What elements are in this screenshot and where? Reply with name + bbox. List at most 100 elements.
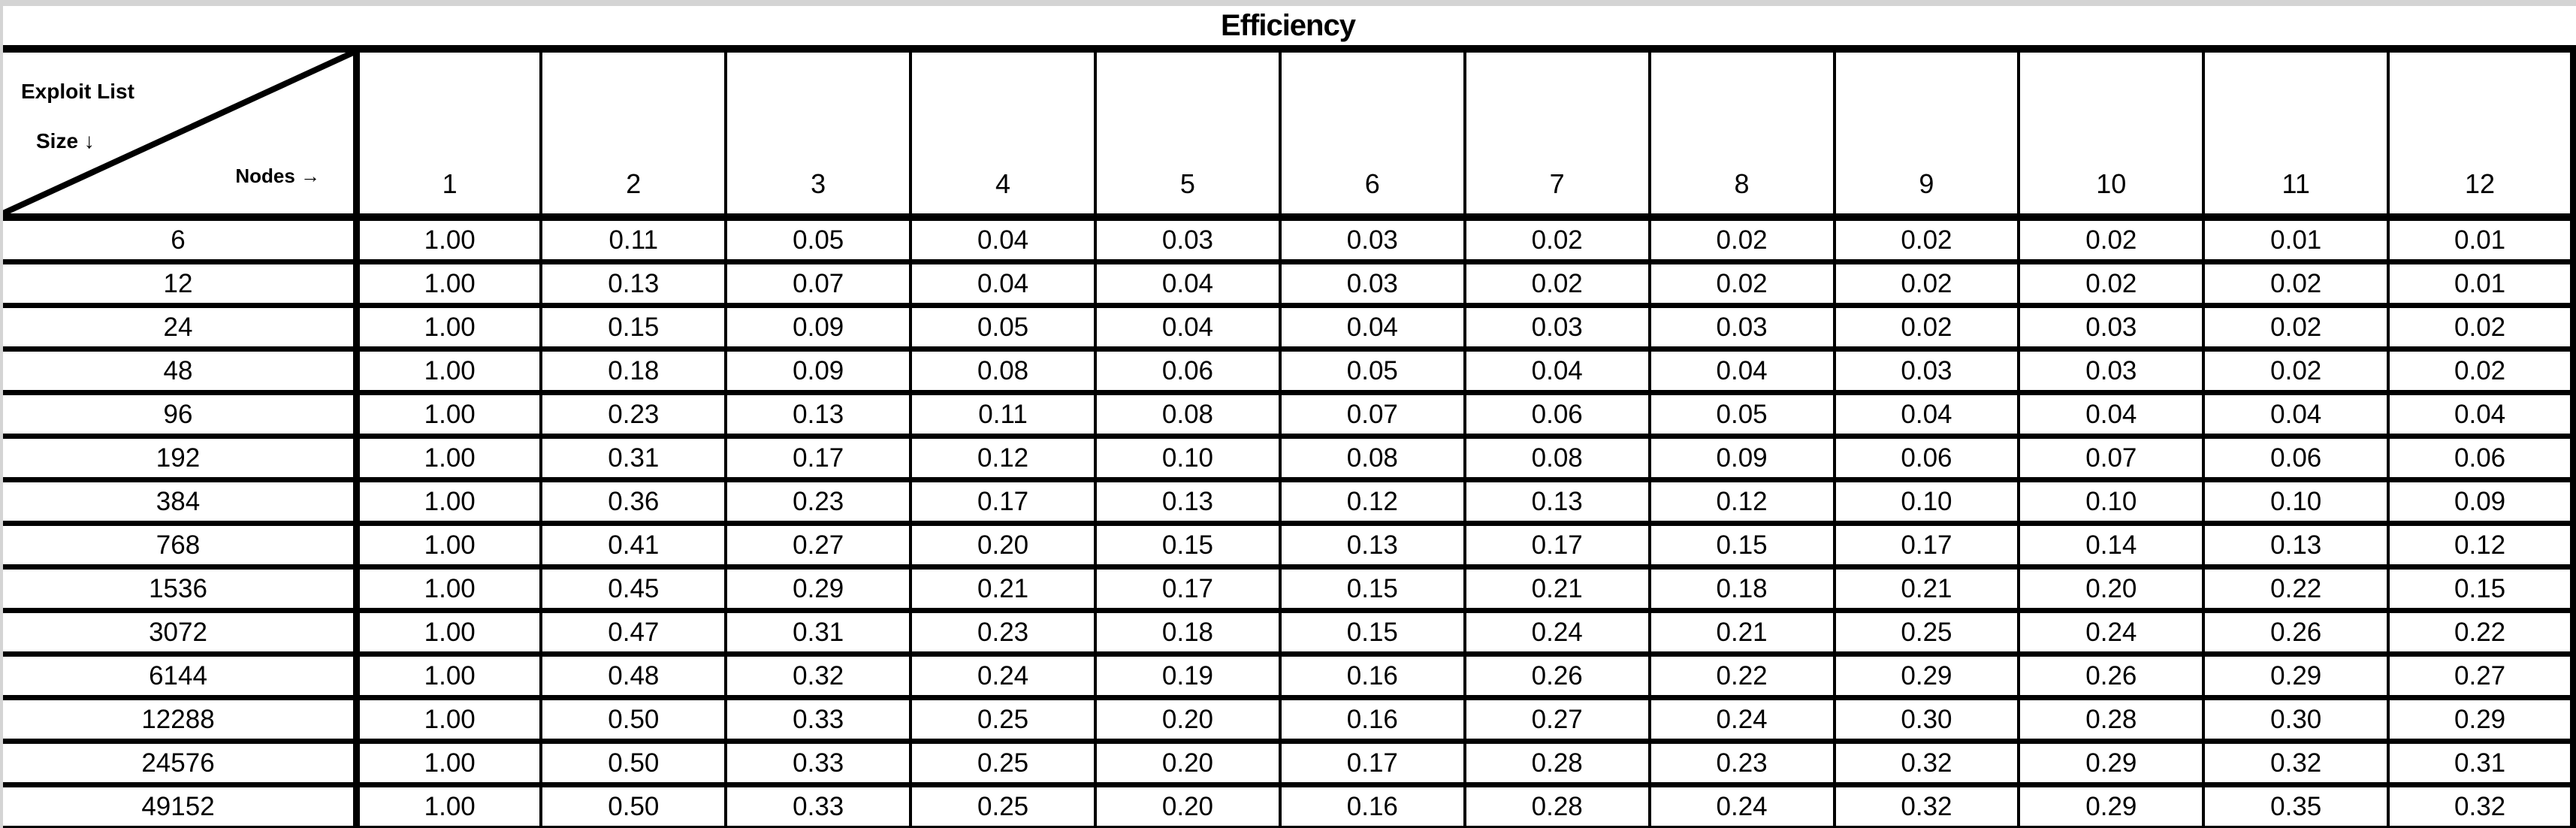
value-cell: 0.24 bbox=[2017, 608, 2204, 654]
row-label: 48 bbox=[3, 346, 357, 393]
value-cell: 0.13 bbox=[724, 390, 911, 437]
value-cell: 0.23 bbox=[724, 477, 911, 524]
value-cell: 0.28 bbox=[2017, 695, 2204, 742]
value-cell: 0.25 bbox=[909, 739, 1095, 785]
value-cell: 0.06 bbox=[1832, 434, 2019, 480]
value-cell: 0.25 bbox=[1832, 608, 2019, 654]
value-cell: 0.03 bbox=[1094, 214, 1280, 262]
table-row-size-384: 384 1.00 0.36 0.23 0.17 0.13 0.12 0.13 0.12 0.10 0… bbox=[3, 477, 2573, 524]
value-cell: 0.05 bbox=[1278, 346, 1465, 393]
value-cell: 0.01 bbox=[2387, 259, 2573, 306]
value-cell: 0.04 bbox=[2202, 390, 2389, 437]
value-cell: 0.20 bbox=[2017, 564, 2204, 611]
value-cell: 0.04 bbox=[1094, 303, 1280, 349]
value-cell: 0.03 bbox=[1832, 346, 2019, 393]
page-edge-top bbox=[0, 0, 2576, 6]
value-cell: 0.08 bbox=[1278, 434, 1465, 480]
value-cell: 0.18 bbox=[1094, 608, 1280, 654]
value-cell: 0.24 bbox=[1647, 782, 1835, 828]
value-cell: 0.13 bbox=[1094, 477, 1280, 524]
value-cell: 0.47 bbox=[539, 608, 726, 654]
value-cell: 0.29 bbox=[2387, 695, 2573, 742]
value-cell: 1.00 bbox=[353, 477, 542, 524]
value-cell: 0.07 bbox=[724, 259, 911, 306]
value-cell: 0.03 bbox=[1647, 303, 1835, 349]
row-label: 96 bbox=[3, 390, 357, 437]
value-cell: 0.23 bbox=[1647, 739, 1835, 785]
value-cell: 0.50 bbox=[539, 782, 726, 828]
value-cell: 0.24 bbox=[909, 651, 1095, 698]
value-cell: 1.00 bbox=[353, 608, 542, 654]
row-label: 192 bbox=[3, 434, 357, 480]
value-cell: 0.48 bbox=[539, 651, 726, 698]
value-cell: 0.26 bbox=[2202, 608, 2389, 654]
value-cell: 0.10 bbox=[2202, 477, 2389, 524]
row-label: 24576 bbox=[3, 739, 357, 785]
value-cell: 0.15 bbox=[1647, 521, 1835, 567]
page-edge-left bbox=[0, 0, 3, 828]
row-label: 6 bbox=[3, 214, 357, 262]
value-cell: 0.21 bbox=[1832, 564, 2019, 611]
diagonal-divider-line bbox=[4, 53, 353, 210]
value-cell: 0.50 bbox=[539, 695, 726, 742]
value-cell: 0.04 bbox=[909, 259, 1095, 306]
table-row-size-24: 24 1.00 0.15 0.09 0.05 0.04 0.04 0.03 0.03 0.02 0.… bbox=[3, 303, 2573, 349]
value-cell: 0.14 bbox=[2017, 521, 2204, 567]
value-cell: 1.00 bbox=[353, 739, 542, 785]
value-cell: 0.30 bbox=[2202, 695, 2389, 742]
value-cell: 0.21 bbox=[1647, 608, 1835, 654]
value-cell: 0.29 bbox=[2202, 651, 2389, 698]
value-cell: 1.00 bbox=[353, 303, 542, 349]
value-cell: 0.10 bbox=[1832, 477, 2019, 524]
value-cell: 0.20 bbox=[909, 521, 1095, 567]
value-cell: 0.02 bbox=[2202, 259, 2389, 306]
value-cell: 0.33 bbox=[724, 695, 911, 742]
value-cell: 0.02 bbox=[1647, 259, 1835, 306]
column-header-node-2: 2 bbox=[539, 49, 726, 221]
value-cell: 1.00 bbox=[353, 214, 542, 262]
table-row-size-6144: 6144 1.00 0.48 0.32 0.24 0.19 0.16 0.26 0.22 0.29… bbox=[3, 651, 2573, 698]
value-cell: 0.31 bbox=[539, 434, 726, 480]
value-cell: 0.12 bbox=[1278, 477, 1465, 524]
value-cell: 0.01 bbox=[2202, 214, 2389, 262]
value-cell: 0.17 bbox=[1832, 521, 2019, 567]
value-cell: 0.29 bbox=[2017, 739, 2204, 785]
value-cell: 0.15 bbox=[539, 303, 726, 349]
value-cell: 0.21 bbox=[1463, 564, 1650, 611]
value-cell: 0.02 bbox=[1463, 214, 1650, 262]
value-cell: 0.02 bbox=[2202, 303, 2389, 349]
column-header-node-3: 3 bbox=[724, 49, 911, 221]
column-header-node-4: 4 bbox=[909, 49, 1095, 221]
value-cell: 0.16 bbox=[1278, 651, 1465, 698]
value-cell: 0.02 bbox=[2202, 346, 2389, 393]
value-cell: 0.26 bbox=[1463, 651, 1650, 698]
value-cell: 0.33 bbox=[724, 739, 911, 785]
value-cell: 0.08 bbox=[1463, 434, 1650, 480]
value-cell: 0.22 bbox=[2202, 564, 2389, 611]
value-cell: 0.06 bbox=[2202, 434, 2389, 480]
value-cell: 0.09 bbox=[724, 346, 911, 393]
value-cell: 0.12 bbox=[909, 434, 1095, 480]
value-cell: 0.09 bbox=[1647, 434, 1835, 480]
value-cell: 0.22 bbox=[1647, 651, 1835, 698]
value-cell: 1.00 bbox=[353, 651, 542, 698]
value-cell: 0.05 bbox=[1647, 390, 1835, 437]
value-cell: 0.02 bbox=[1647, 214, 1835, 262]
value-cell: 0.02 bbox=[2387, 346, 2573, 393]
value-cell: 0.24 bbox=[1463, 608, 1650, 654]
value-cell: 1.00 bbox=[353, 346, 542, 393]
table-row-size-192: 192 1.00 0.31 0.17 0.12 0.10 0.08 0.08 0.09 0.06 0… bbox=[3, 434, 2573, 480]
column-header-node-12: 12 bbox=[2387, 49, 2573, 221]
table-row-size-1536: 1536 1.00 0.45 0.29 0.21 0.17 0.15 0.21 0.18 0.21… bbox=[3, 564, 2573, 611]
value-cell: 0.25 bbox=[909, 782, 1095, 828]
header-row: Exploit List Size ↓ Nodes → 1 2 3 4 5 6 7 8 9 10 1… bbox=[3, 49, 2573, 221]
table-row-size-12288: 12288 1.00 0.50 0.33 0.25 0.20 0.16 0.27 0.24 0.3… bbox=[3, 695, 2573, 742]
value-cell: 0.09 bbox=[2387, 477, 2573, 524]
value-cell: 0.35 bbox=[2202, 782, 2389, 828]
value-cell: 0.33 bbox=[724, 782, 911, 828]
table-row-size-768: 768 1.00 0.41 0.27 0.20 0.15 0.13 0.17 0.15 0.17 0… bbox=[3, 521, 2573, 567]
value-cell: 0.32 bbox=[724, 651, 911, 698]
value-cell: 0.22 bbox=[2387, 608, 2573, 654]
value-cell: 0.50 bbox=[539, 739, 726, 785]
value-cell: 0.25 bbox=[909, 695, 1095, 742]
